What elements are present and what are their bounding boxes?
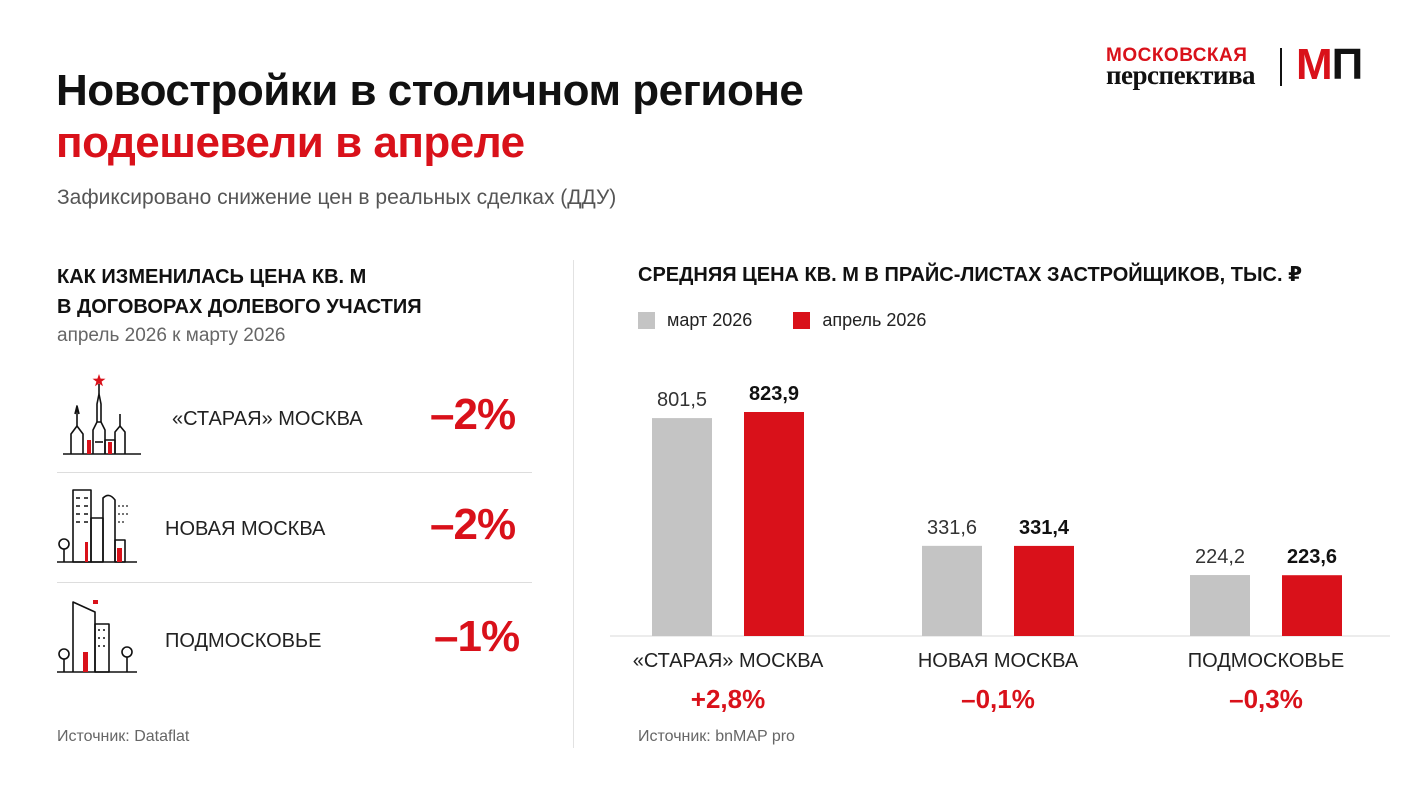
data-label: 224,2 [1195, 546, 1245, 568]
row-divider [57, 582, 532, 583]
legend-swatch-april [793, 312, 811, 329]
page-title: Новостройки в столичном регионе [56, 66, 804, 115]
left-panel-subheading: апрель 2026 к марту 2026 [57, 325, 286, 346]
category-label: НОВАЯ МОСКВА [918, 650, 1079, 672]
logo-separator [1280, 48, 1282, 86]
change-value: –1% [434, 612, 520, 661]
change-label: –0,3% [1229, 684, 1303, 714]
logo-word-top: МОСКОВСКАЯ [1106, 45, 1248, 66]
category-label: «СТАРАЯ» МОСКВА [633, 650, 824, 672]
row-divider [57, 472, 532, 473]
legend-label-april: апрель 2026 [822, 310, 927, 330]
list-item: ПОДМОСКОВЬЕ –1% [57, 590, 532, 698]
logo-word-bottom: перспектива [1106, 60, 1256, 90]
bar-march [1190, 575, 1250, 636]
legend-swatch-march [638, 312, 655, 329]
row-label: «СТАРАЯ» МОСКВА [172, 408, 363, 430]
logo-mark: МП [1296, 40, 1364, 90]
change-label: +2,8% [691, 684, 765, 714]
left-heading-line2: В ДОГОВОРАХ ДОЛЕВОГО УЧАСТИЯ [57, 296, 422, 318]
kremlin-tower-icon [63, 374, 141, 455]
logo-mark-p: П [1331, 40, 1364, 89]
row-label: ПОДМОСКОВЬЕ [165, 630, 322, 652]
bar-april [744, 412, 804, 636]
suburb-buildings-icon [57, 600, 137, 673]
right-source: Источник: bnMAP pro [638, 728, 795, 745]
data-label: 331,4 [1019, 517, 1070, 539]
logo-mark-m: М [1296, 40, 1333, 89]
bar-march [922, 545, 982, 636]
list-item: «СТАРАЯ» МОСКВА –2% [57, 368, 532, 476]
legend-item-march: март 2026 [638, 310, 752, 331]
panel-separator [573, 260, 574, 748]
legend-label-march: март 2026 [667, 310, 753, 330]
page-title-accent: подешевели в апреле [56, 118, 525, 167]
chart-legend: март 2026 апрель 2026 [638, 310, 962, 334]
data-label: 801,5 [657, 389, 707, 411]
bar-chart: 801,5 823,9 «СТАРАЯ» МОСКВА +2,8% 331,6 331,4… [610, 383, 1390, 714]
row-label: НОВАЯ МОСКВА [165, 518, 326, 540]
city-buildings-icon [57, 489, 137, 563]
left-panel-heading: КАК ИЗМЕНИЛАСЬ ЦЕНА КВ. М В ДОГОВОРАХ ДО… [57, 262, 422, 322]
data-label: 823,9 [749, 383, 799, 405]
left-source: Источник: Dataflat [57, 728, 190, 745]
left-heading-line1: КАК ИЗМЕНИЛАСЬ ЦЕНА КВ. М [57, 266, 367, 288]
change-label: –0,1% [961, 684, 1035, 714]
change-value: –2% [430, 390, 516, 439]
change-value: –2% [430, 500, 516, 549]
chart-heading: СРЕДНЯЯ ЦЕНА КВ. М В ПРАЙС-ЛИСТАХ ЗАСТРО… [638, 264, 1303, 286]
legend-item-april: апрель 2026 [793, 310, 926, 331]
category-label: ПОДМОСКОВЬЕ [1188, 650, 1344, 672]
data-label: 331,6 [927, 517, 977, 539]
bar-april [1282, 575, 1342, 636]
page-subtitle: Зафиксировано снижение цен в реальных сд… [57, 186, 617, 209]
list-item: НОВАЯ МОСКВА –2% [57, 478, 532, 586]
bar-march [652, 418, 712, 636]
bar-april [1014, 545, 1074, 636]
data-label: 223,6 [1287, 546, 1337, 568]
